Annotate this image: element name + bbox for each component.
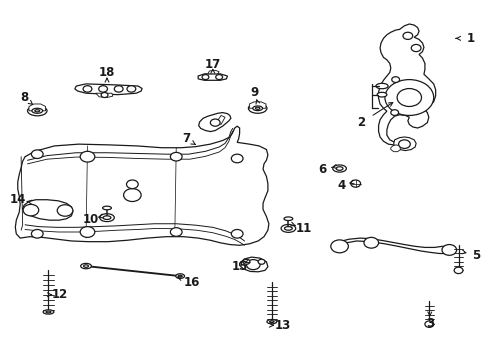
Ellipse shape xyxy=(32,108,42,113)
Circle shape xyxy=(231,154,243,163)
Circle shape xyxy=(114,86,123,92)
Ellipse shape xyxy=(102,206,111,210)
Ellipse shape xyxy=(83,265,88,267)
Circle shape xyxy=(80,151,95,162)
Text: 1: 1 xyxy=(466,32,474,45)
Ellipse shape xyxy=(248,103,266,113)
Ellipse shape xyxy=(81,264,91,269)
Circle shape xyxy=(363,237,378,248)
Circle shape xyxy=(384,80,433,116)
Circle shape xyxy=(246,260,260,270)
Circle shape xyxy=(330,240,347,253)
Polygon shape xyxy=(15,126,268,245)
Ellipse shape xyxy=(35,110,40,112)
Ellipse shape xyxy=(103,216,111,220)
Circle shape xyxy=(410,44,420,51)
Circle shape xyxy=(80,226,95,237)
Circle shape xyxy=(23,204,39,216)
Polygon shape xyxy=(390,145,400,152)
Text: 15: 15 xyxy=(231,260,247,273)
Ellipse shape xyxy=(284,217,292,221)
Ellipse shape xyxy=(46,311,51,313)
Polygon shape xyxy=(75,84,142,95)
Ellipse shape xyxy=(284,226,292,230)
Ellipse shape xyxy=(27,106,47,116)
Text: 14: 14 xyxy=(10,193,26,206)
Ellipse shape xyxy=(335,167,342,170)
Circle shape xyxy=(57,205,73,216)
Circle shape xyxy=(390,110,398,116)
Text: 9: 9 xyxy=(250,86,258,99)
Circle shape xyxy=(402,32,412,40)
Circle shape xyxy=(101,93,108,98)
Text: 6: 6 xyxy=(318,163,326,176)
Circle shape xyxy=(202,75,208,80)
Ellipse shape xyxy=(175,274,184,278)
Circle shape xyxy=(31,229,43,238)
Polygon shape xyxy=(393,137,415,150)
Text: 18: 18 xyxy=(99,66,115,79)
Polygon shape xyxy=(198,74,227,80)
Ellipse shape xyxy=(376,92,386,97)
Ellipse shape xyxy=(332,165,346,172)
Ellipse shape xyxy=(100,214,114,222)
Circle shape xyxy=(127,86,136,92)
Text: 17: 17 xyxy=(204,58,221,71)
Polygon shape xyxy=(216,116,224,125)
Circle shape xyxy=(210,119,220,126)
Polygon shape xyxy=(22,200,73,220)
Circle shape xyxy=(31,150,43,158)
Ellipse shape xyxy=(43,310,54,314)
Text: 2: 2 xyxy=(357,116,365,129)
Polygon shape xyxy=(207,70,219,74)
Circle shape xyxy=(398,140,409,148)
Text: 12: 12 xyxy=(52,288,68,301)
Circle shape xyxy=(424,321,433,327)
Circle shape xyxy=(99,86,107,92)
Text: 11: 11 xyxy=(295,222,311,235)
Polygon shape xyxy=(198,113,230,132)
Circle shape xyxy=(258,259,264,264)
Polygon shape xyxy=(378,24,435,145)
Polygon shape xyxy=(96,93,113,98)
Text: 7: 7 xyxy=(182,132,190,145)
Ellipse shape xyxy=(375,84,387,89)
Circle shape xyxy=(170,228,182,236)
Circle shape xyxy=(441,244,456,255)
Circle shape xyxy=(126,180,138,189)
Ellipse shape xyxy=(269,321,273,323)
Text: 16: 16 xyxy=(184,276,200,289)
Ellipse shape xyxy=(252,106,262,111)
Circle shape xyxy=(170,152,182,161)
Circle shape xyxy=(83,86,92,92)
Text: 10: 10 xyxy=(82,213,99,226)
Circle shape xyxy=(231,229,243,238)
Ellipse shape xyxy=(255,107,259,109)
Ellipse shape xyxy=(266,319,276,324)
Circle shape xyxy=(215,75,222,80)
Circle shape xyxy=(350,180,360,187)
Polygon shape xyxy=(249,102,265,108)
Circle shape xyxy=(243,259,249,264)
Circle shape xyxy=(396,89,421,107)
Polygon shape xyxy=(334,238,454,253)
Text: 13: 13 xyxy=(274,319,290,332)
Text: 4: 4 xyxy=(337,179,346,192)
Text: 5: 5 xyxy=(471,249,479,262)
Ellipse shape xyxy=(281,225,295,232)
Text: 3: 3 xyxy=(425,317,433,330)
Circle shape xyxy=(453,267,462,274)
Polygon shape xyxy=(239,257,267,272)
Circle shape xyxy=(123,189,141,202)
Ellipse shape xyxy=(178,275,182,277)
Circle shape xyxy=(391,77,399,82)
Polygon shape xyxy=(29,104,45,111)
Text: 8: 8 xyxy=(20,91,28,104)
